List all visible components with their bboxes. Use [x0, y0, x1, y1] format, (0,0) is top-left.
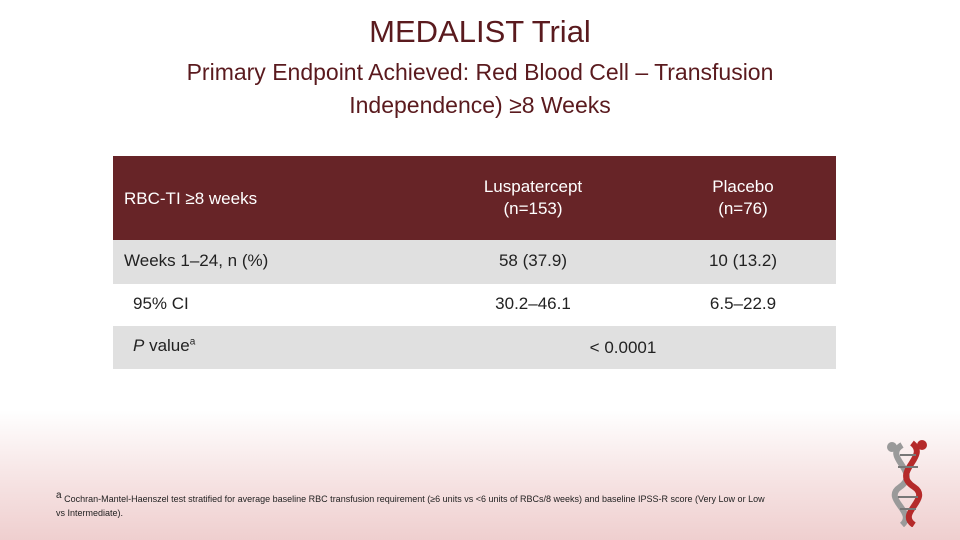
results-table: RBC-TI ≥8 weeks Luspatercept (n=153) Pla… — [113, 156, 836, 369]
header-placebo-name: Placebo — [712, 177, 774, 196]
row-weeks-luspatercept: 58 (37.9) — [498, 251, 568, 270]
row-weeks-label: Weeks 1–24, n (%) — [124, 251, 269, 270]
row-p-label: P valuea — [133, 336, 195, 356]
p-label-rest: value — [144, 336, 190, 355]
row-p-value: < 0.0001 — [589, 338, 657, 357]
header-luspatercept-n: (n=153) — [503, 199, 563, 218]
row-weeks-placebo: 10 (13.2) — [708, 251, 778, 270]
table-row: P valuea < 0.0001 — [113, 326, 836, 369]
row-ci-luspatercept: 30.2–46.1 — [495, 294, 571, 313]
header-label: RBC-TI ≥8 weeks — [124, 189, 258, 208]
footnote-text: Cochran-Mantel-Haenszel test stratified … — [56, 494, 765, 518]
header-luspatercept: Luspatercept (n=153) — [453, 176, 613, 220]
footnote-sup: a — [56, 490, 62, 501]
header-placebo: Placebo (n=76) — [683, 176, 803, 220]
table-row: Weeks 1–24, n (%) 58 (37.9) 10 (13.2) — [113, 240, 836, 284]
row-ci-label: 95% CI — [133, 294, 189, 313]
table-header-row: RBC-TI ≥8 weeks Luspatercept (n=153) Pla… — [113, 156, 836, 240]
header-placebo-n: (n=76) — [718, 199, 768, 218]
header-luspatercept-name: Luspatercept — [483, 177, 583, 196]
row-ci-placebo: 6.5–22.9 — [709, 294, 777, 313]
footnote: a Cochran-Mantel-Haenszel test stratifie… — [56, 489, 776, 520]
dna-helix-figure-icon — [887, 440, 927, 527]
slide-title: MEDALIST Trial — [369, 14, 591, 49]
table-row: 95% CI 30.2–46.1 6.5–22.9 — [113, 284, 836, 326]
p-label-sup: a — [189, 336, 196, 348]
p-italic: P — [133, 336, 145, 355]
slide-subtitle: Primary Endpoint Achieved: Red Blood Cel… — [186, 59, 774, 118]
